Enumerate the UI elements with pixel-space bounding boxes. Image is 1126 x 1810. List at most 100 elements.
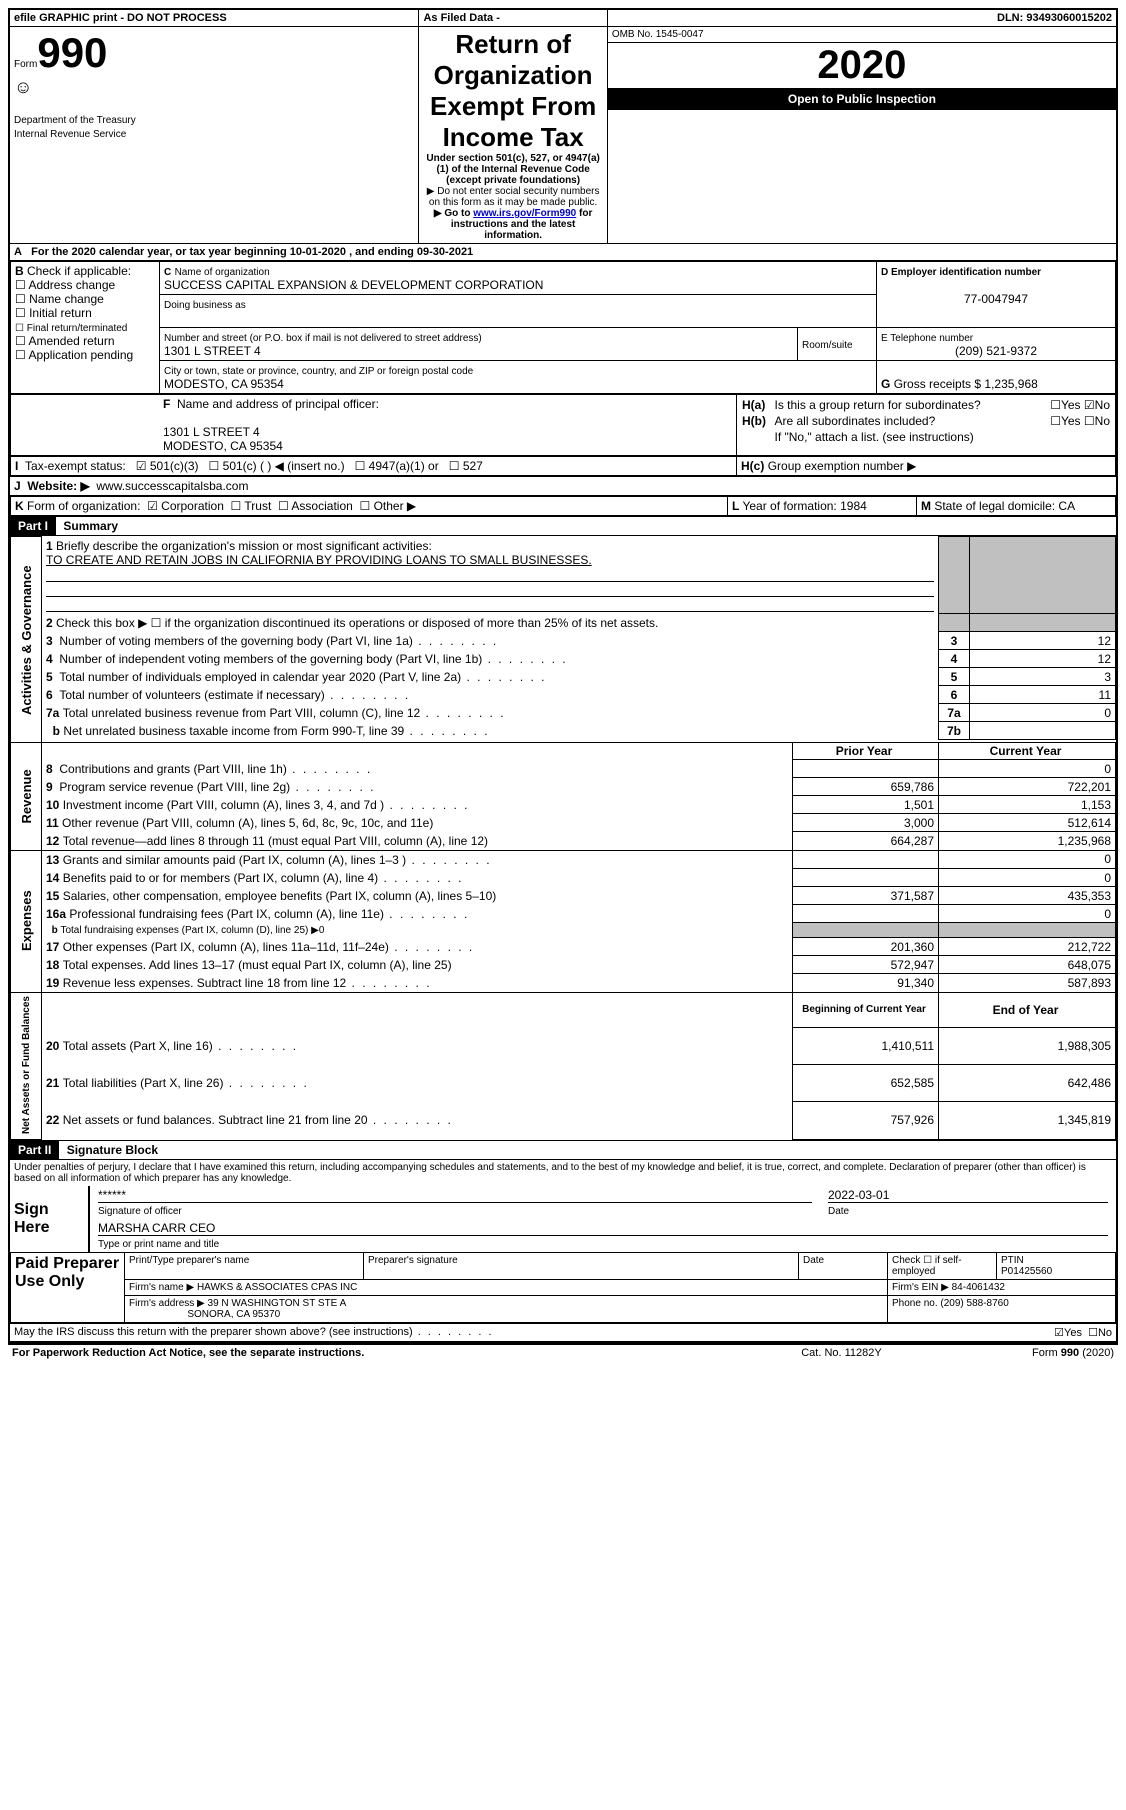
chk-address[interactable]: ☐ Address change xyxy=(15,278,115,292)
preparer-name: Print/Type preparer's name xyxy=(125,1252,364,1279)
ssn-note: ▶ Do not enter social security numbers o… xyxy=(423,186,602,208)
chk-527[interactable]: ☐ 527 xyxy=(449,459,483,473)
side-netassets: Net Assets or Fund Balances xyxy=(11,992,42,1139)
chk-initial[interactable]: ☐ Initial return xyxy=(15,306,92,320)
chk-final[interactable]: ☐ Final return/terminated xyxy=(15,323,127,334)
exp-row: 16a Professional fundraising fees (Part … xyxy=(11,905,1116,923)
gov-row: 4 Number of independent voting members o… xyxy=(11,650,1116,668)
line1: 1 Briefly describe the organization's mi… xyxy=(42,537,939,614)
firm-phone: Phone no. (209) 588-8760 xyxy=(888,1295,1116,1322)
exp-row: 17 Other expenses (Part IX, column (A), … xyxy=(11,938,1116,956)
cat-no: Cat. No. 11282Y xyxy=(750,1344,932,1361)
box-e: E Telephone number (209) 521-9372 xyxy=(877,328,1116,361)
side-expenses: Expenses xyxy=(11,850,42,992)
dln: DLN: 93493060015202 xyxy=(607,9,1117,27)
line2: 2 Check this box ▶ ☐ if the organization… xyxy=(42,614,939,632)
form-id-box: Form990 ☺ Department of the Treasury Int… xyxy=(9,27,419,244)
discuss-yes[interactable]: ☑Yes ☐No xyxy=(1054,1326,1112,1339)
chk-assoc[interactable]: ☐ Association xyxy=(278,499,353,513)
firm-ein: Firm's EIN ▶ 84-4061432 xyxy=(888,1279,1116,1295)
chk-amended[interactable]: ☐ Amended return xyxy=(15,334,115,348)
website-note: ▶ Go to www.irs.gov/Form990 for instruct… xyxy=(423,208,602,241)
side-governance: Activities & Governance xyxy=(11,537,42,743)
gov-row: 5 Total number of individuals employed i… xyxy=(11,668,1116,686)
irs-link[interactable]: www.irs.gov/Form990 xyxy=(473,208,576,219)
exp-row: 19 Revenue less expenses. Subtract line … xyxy=(11,974,1116,993)
net-row: 22 Net assets or fund balances. Subtract… xyxy=(11,1102,1116,1139)
pra-notice: For Paperwork Reduction Act Notice, see … xyxy=(8,1344,750,1361)
exp-row: b Total fundraising expenses (Part IX, c… xyxy=(11,923,1116,938)
year-box: OMB No. 1545-0047 2020 Open to Public In… xyxy=(607,27,1117,244)
gov-row: 3 Number of voting members of the govern… xyxy=(11,632,1116,650)
gov-row: 7a Total unrelated business revenue from… xyxy=(11,704,1116,722)
net-row: 21 Total liabilities (Part X, line 26)65… xyxy=(11,1064,1116,1101)
preparer-date: Date xyxy=(799,1252,888,1279)
self-employed[interactable]: Check ☐ if self-employed xyxy=(888,1252,997,1279)
box-c-dba: Doing business as xyxy=(160,295,877,328)
box-g: G Gross receipts $ 1,235,968 xyxy=(877,361,1116,394)
hb-yes[interactable]: ☐Yes ☐No xyxy=(1034,413,1111,429)
hdr-begin: Beginning of Current Year xyxy=(793,992,939,1027)
row-j: J Website: ▶ www.successcapitalsba.com xyxy=(9,477,1117,496)
net-row: 20 Total assets (Part X, line 16)1,410,5… xyxy=(11,1027,1116,1064)
firm-addr: Firm's address ▶ 39 N WASHINGTON ST STE … xyxy=(125,1295,888,1322)
efile-notice: efile GRAPHIC print - DO NOT PROCESS xyxy=(9,9,419,27)
box-c-city: City or town, state or province, country… xyxy=(160,361,877,394)
side-revenue: Revenue xyxy=(11,743,42,851)
part1-title: Summary xyxy=(63,519,118,533)
form-subtitle: Under section 501(c), 527, or 4947(a)(1)… xyxy=(423,153,602,186)
row-m: M State of legal domicile: CA xyxy=(917,497,1116,516)
as-filed: As Filed Data - xyxy=(419,9,607,27)
preparer-sig: Preparer's signature xyxy=(364,1252,799,1279)
chk-other[interactable]: ☐ Other ▶ xyxy=(359,499,416,513)
part1-label: Part I xyxy=(10,517,56,535)
rev-row: 8 Contributions and grants (Part VIII, l… xyxy=(11,760,1116,778)
rev-row: 12 Total revenue—add lines 8 through 11 … xyxy=(11,832,1116,851)
title-block: Return of Organization Exempt From Incom… xyxy=(419,27,607,244)
hdr-prior: Prior Year xyxy=(793,743,939,760)
rev-row: 10 Investment income (Part VIII, column … xyxy=(11,796,1116,814)
box-c-street: Number and street (or P.O. box if mail i… xyxy=(160,328,877,361)
part2-label: Part II xyxy=(10,1141,59,1159)
gov-row: 6 Total number of volunteers (estimate i… xyxy=(11,686,1116,704)
chk-trust[interactable]: ☐ Trust xyxy=(231,499,272,513)
chk-501c[interactable]: ☐ 501(c) ( ) ◀ (insert no.) xyxy=(209,459,345,473)
paid-preparer-label: Paid Preparer Use Only xyxy=(11,1252,125,1322)
exp-row: 18 Total expenses. Add lines 13–17 (must… xyxy=(11,956,1116,974)
officer-sig[interactable]: ****** xyxy=(98,1188,812,1203)
gov-row: b Net unrelated business taxable income … xyxy=(11,722,1116,740)
box-d: D Employer identification number 77-0047… xyxy=(877,262,1116,328)
box-f: F Name and address of principal officer:… xyxy=(159,395,737,456)
tax-year-row: A For the 2020 calendar year, or tax yea… xyxy=(9,244,1117,261)
ha-yes[interactable]: ☐Yes ☑No xyxy=(1034,397,1111,413)
chk-corp[interactable]: ☑ Corporation xyxy=(147,499,224,513)
chk-name[interactable]: ☐ Name change xyxy=(15,292,104,306)
sig-date: 2022-03-01 xyxy=(828,1188,1108,1203)
box-b: B Check if applicable: ☐ Address change … xyxy=(11,262,160,394)
box-c-name: C Name of organization SUCCESS CAPITAL E… xyxy=(160,262,877,295)
form-990: efile GRAPHIC print - DO NOT PROCESS As … xyxy=(8,8,1118,1343)
rev-row: 11 Other revenue (Part VIII, column (A),… xyxy=(11,814,1116,832)
sign-here-label: Sign Here xyxy=(10,1186,89,1252)
discuss-row: May the IRS discuss this return with the… xyxy=(9,1323,1117,1342)
rev-row: 9 Program service revenue (Part VIII, li… xyxy=(11,778,1116,796)
form-title: Return of Organization Exempt From Incom… xyxy=(423,29,602,153)
box-hc: H(c) Group exemption number ▶ xyxy=(737,457,1116,476)
chk-4947[interactable]: ☐ 4947(a)(1) or xyxy=(355,459,439,473)
declaration: Under penalties of perjury, I declare th… xyxy=(9,1159,1117,1186)
firm-name: Firm's name ▶ HAWKS & ASSOCIATES CPAS IN… xyxy=(125,1279,888,1295)
row-l: L Year of formation: 1984 xyxy=(728,497,917,516)
hdr-end: End of Year xyxy=(939,992,1116,1027)
box-h: H(a)Is this a group return for subordina… xyxy=(737,395,1116,456)
part2-title: Signature Block xyxy=(67,1143,158,1157)
hdr-curr: Current Year xyxy=(939,743,1116,760)
exp-row: 15 Salaries, other compensation, employe… xyxy=(11,887,1116,905)
ptin: PTINP01425560 xyxy=(997,1252,1116,1279)
chk-501c3[interactable]: ☑ 501(c)(3) xyxy=(136,459,199,473)
row-k: K Form of organization: ☑ Corporation ☐ … xyxy=(11,497,728,516)
chk-pending[interactable]: ☐ Application pending xyxy=(15,348,133,362)
form-ref: Form 990 (2020) xyxy=(933,1344,1118,1361)
exp-row: 14 Benefits paid to or for members (Part… xyxy=(11,869,1116,887)
row-i: I Tax-exempt status: ☑ 501(c)(3) ☐ 501(c… xyxy=(11,457,737,476)
officer-name: MARSHA CARR CEO xyxy=(98,1221,1108,1236)
